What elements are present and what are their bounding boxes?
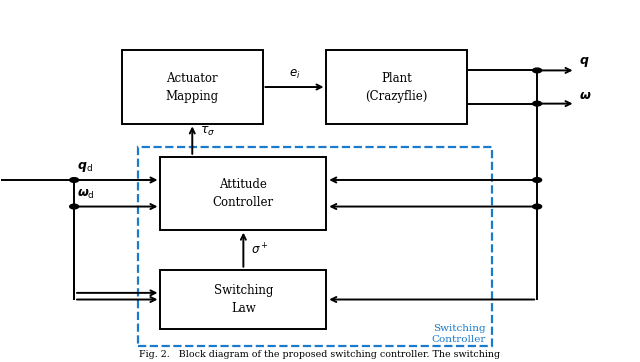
Text: $\boldsymbol{\omega}$: $\boldsymbol{\omega}$ (579, 89, 591, 102)
Text: $\boldsymbol{q}$: $\boldsymbol{q}$ (579, 55, 589, 69)
Text: Switching
Law: Switching Law (214, 284, 273, 315)
Circle shape (70, 178, 79, 182)
Bar (161, 270, 326, 329)
Circle shape (532, 178, 541, 182)
Bar (122, 50, 262, 123)
Text: $\boldsymbol{q}_\mathrm{d}$: $\boldsymbol{q}_\mathrm{d}$ (77, 160, 93, 174)
Text: $\tau_\sigma$: $\tau_\sigma$ (200, 125, 215, 138)
Text: $e_i$: $e_i$ (289, 68, 300, 81)
Circle shape (532, 101, 541, 106)
Circle shape (532, 204, 541, 209)
Bar (138, 147, 492, 346)
Bar (326, 50, 467, 123)
Text: Switching
Controller: Switching Controller (431, 324, 486, 344)
Bar (161, 157, 326, 230)
Circle shape (70, 204, 79, 209)
Text: Attitude
Controller: Attitude Controller (213, 178, 274, 209)
Text: Plant
(Crazyflie): Plant (Crazyflie) (365, 72, 428, 102)
Text: Fig. 2.   Block diagram of the proposed switching controller. The switching: Fig. 2. Block diagram of the proposed sw… (140, 350, 500, 359)
Text: Actuator
Mapping: Actuator Mapping (166, 72, 219, 102)
Text: $\sigma^+$: $\sigma^+$ (251, 242, 269, 257)
Text: $\boldsymbol{\omega}_\mathrm{d}$: $\boldsymbol{\omega}_\mathrm{d}$ (77, 188, 95, 201)
Circle shape (532, 68, 541, 73)
